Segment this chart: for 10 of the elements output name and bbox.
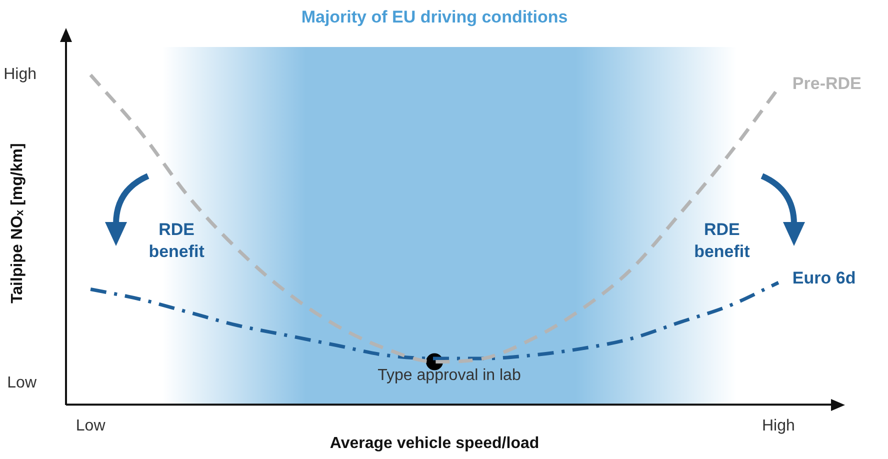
- y-axis-title: Tailpipe NOₓ [mg/km]: [9, 143, 26, 304]
- text: High: [4, 66, 37, 84]
- series-label: Pre-RDE: [792, 74, 862, 93]
- text: Low: [7, 374, 37, 392]
- text: Majority of EU driving conditions: [301, 8, 568, 27]
- x-axis-title: Average vehicle speed/load: [330, 434, 540, 452]
- series-label: Euro 6d: [792, 268, 856, 288]
- annotation: RDE benefit: [148, 220, 205, 262]
- annotation: Type approval in lab: [378, 367, 521, 384]
- annotation: RDE benefit: [694, 220, 750, 262]
